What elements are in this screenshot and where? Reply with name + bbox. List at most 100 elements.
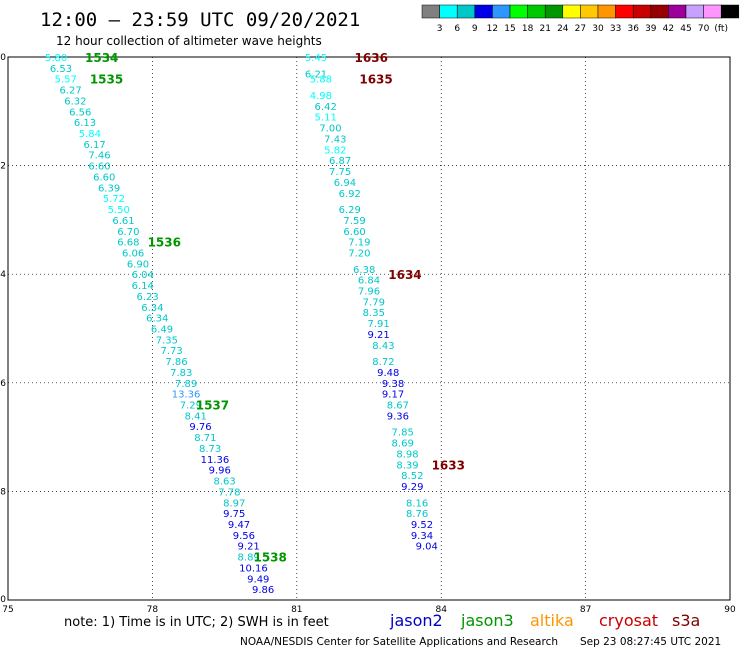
scale-label: 30 [592, 24, 604, 34]
wave-height-value: 6.13 [74, 118, 96, 129]
wave-height-value: 8.89 [238, 553, 260, 564]
scale-swatch [492, 4, 511, 19]
wave-height-value: 7.19 [348, 238, 370, 249]
y-tick-label: -6 [0, 379, 6, 389]
wave-height-value: 13.36 [172, 390, 201, 401]
scale-swatch [580, 4, 599, 19]
wave-height-value: 8.76 [406, 509, 428, 520]
wave-height-value: 9.36 [387, 411, 409, 422]
pass-number-label: 1635 [359, 73, 392, 87]
wave-height-value: 9.38 [382, 379, 404, 390]
wave-height-value: 9.76 [189, 422, 211, 433]
wave-height-value: 8.43 [372, 341, 394, 352]
x-tick-label: 78 [147, 605, 159, 615]
wave-height-value: 9.52 [411, 520, 433, 531]
chart-title: 12:00 — 23:59 UTC 09/20/2021 [40, 9, 360, 31]
wave-height-value: 6.68 [117, 238, 139, 249]
scale-swatch [421, 4, 440, 19]
y-tick-label: -10 [0, 595, 6, 605]
wave-height-value: 6.42 [315, 102, 337, 113]
wave-height-value: 7.83 [170, 368, 192, 379]
scale-label: 12 [487, 24, 498, 34]
footer-credit: NOAA/NESDIS Center for Satellite Applica… [240, 636, 558, 648]
wave-height-value: 7.78 [218, 487, 240, 498]
wave-height-value: 8.71 [194, 433, 216, 444]
wave-height-value: 8.69 [392, 439, 414, 450]
pass-labels: 1534 1535 1536 1537 1538 1636 1635 1634 1633 [85, 51, 465, 565]
wave-height-value: 7.46 [88, 151, 110, 162]
wave-height-value: 5.50 [108, 205, 130, 216]
scale-label: (ft) [714, 24, 728, 34]
wave-height-value: 5.72 [103, 194, 125, 205]
scale-swatch [703, 4, 722, 19]
y-tick-label: -2 [0, 162, 6, 172]
legend-entry-s3a: s3a [672, 611, 700, 630]
wave-height-value: 5.45 [305, 53, 327, 64]
wave-height-value: 7.59 [343, 216, 365, 227]
wave-height-value: 6.53 [50, 64, 72, 75]
wave-height-value: 5.11 [315, 113, 337, 124]
axis-ticks: 75 78 81 84 87 90 0 -2 -4 -6 -8 -10 [0, 53, 736, 615]
x-tick-label: 84 [435, 605, 447, 615]
wave-height-value: 6.49 [151, 325, 173, 336]
wave-height-value: 5.82 [324, 145, 346, 156]
wave-height-value: 6.32 [64, 96, 86, 107]
wave-height-value: 7.86 [165, 357, 187, 368]
scale-swatch [650, 4, 669, 19]
wave-height-value: 7.91 [367, 319, 389, 330]
legend-entry-altika: altika [530, 611, 574, 630]
scale-swatch [562, 4, 581, 19]
wave-height-value: 6.92 [339, 189, 361, 200]
wave-height-value: 6.34 [146, 314, 168, 325]
scale-label: 6 [454, 24, 460, 34]
legend-entry-jason3: jason3 [460, 611, 514, 630]
wave-height-value: 6.21 [305, 69, 327, 80]
scale-label: 42 [663, 24, 674, 34]
pass-number-label: 1536 [148, 236, 181, 250]
wave-height-value: 6.04 [132, 270, 154, 281]
pass-number-label: 1538 [253, 551, 286, 565]
wave-height-value: 11.36 [201, 455, 230, 466]
x-tick-label: 90 [724, 605, 736, 615]
scale-label: 9 [472, 24, 478, 34]
wave-height-value: 6.17 [84, 140, 106, 151]
scale-label: 27 [575, 24, 586, 34]
wave-height-value: 7.89 [175, 379, 197, 390]
wave-height-value: 7.43 [324, 134, 346, 145]
wave-height-value: 7.20 [348, 248, 370, 259]
satellite-legend: jason2 jason3 altika cryosat s3a [389, 611, 700, 630]
scale-label: 18 [522, 24, 534, 34]
wave-height-value: 6.84 [358, 276, 380, 287]
grid-lines [8, 57, 730, 600]
wave-height-value: 9.17 [382, 390, 404, 401]
wave-height-value: 8.41 [185, 411, 207, 422]
wave-height-value: 8.35 [363, 308, 385, 319]
wave-height-value: 5.84 [79, 129, 101, 140]
wave-height-value: 9.29 [401, 482, 423, 493]
wave-height-value: 6.38 [353, 265, 375, 276]
color-scale: 3 6 9 12 15 18 21 24 27 30 33 36 39 42 45 70 (ft) [421, 4, 740, 34]
chart-subtitle: 12 hour collection of altimeter wave hei… [56, 34, 322, 48]
scale-swatch [632, 4, 652, 19]
wave-height-value: 6.61 [112, 216, 134, 227]
wave-height-value: 6.87 [329, 156, 351, 167]
wave-height-value: 6.60 [343, 227, 365, 238]
scale-swatch [685, 4, 704, 19]
pass-number-label: 1634 [388, 268, 421, 282]
scale-label: 15 [504, 24, 515, 34]
wave-height-value: 6.90 [127, 259, 149, 270]
wave-height-value: 6.56 [69, 107, 91, 118]
scale-label: 39 [645, 24, 657, 34]
wave-height-value: 8.16 [406, 498, 428, 509]
wave-height-value: 5.88 [310, 75, 332, 86]
wave-height-value: 9.04 [416, 542, 438, 553]
wave-height-value: 6.14 [132, 281, 154, 292]
y-tick-label: 0 [0, 53, 6, 63]
x-tick-label: 87 [580, 605, 591, 615]
wave-height-value: 8.63 [213, 477, 235, 488]
x-tick-label: 75 [2, 605, 13, 615]
pass-number-label: 1534 [85, 51, 118, 65]
scale-swatch [720, 4, 740, 19]
y-tick-label: -4 [0, 270, 6, 280]
x-tick-label: 81 [291, 605, 302, 615]
